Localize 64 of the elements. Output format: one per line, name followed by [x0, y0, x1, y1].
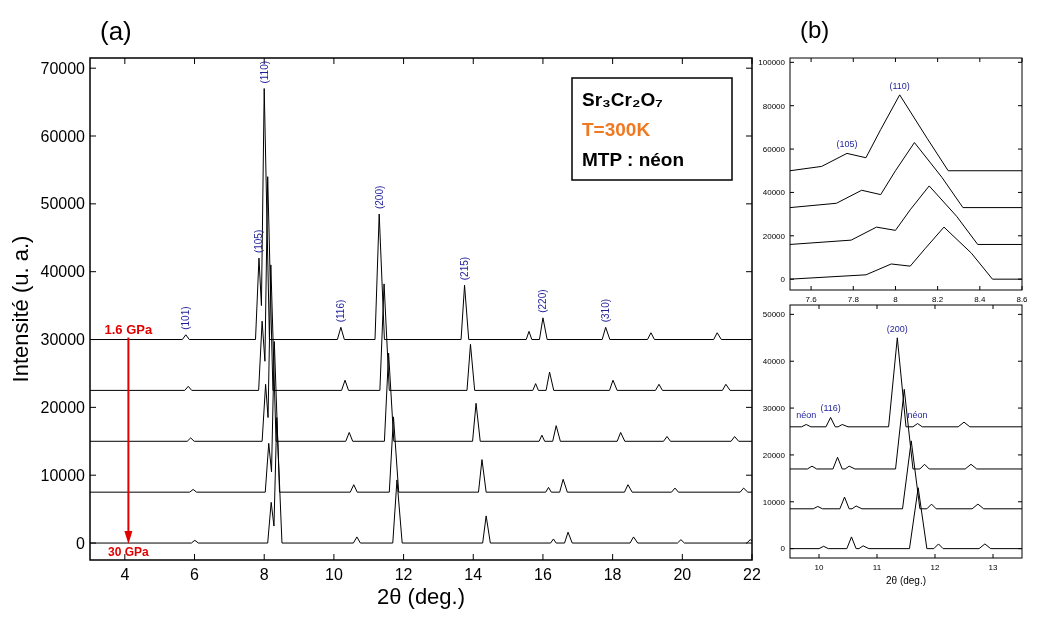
- y-tick-label: 60000: [762, 144, 786, 154]
- annotation: (116): [335, 299, 347, 323]
- y-axis-title: Intensité (u. a.): [8, 235, 33, 383]
- x-axis-title: 2θ (deg.): [885, 575, 927, 586]
- chart-title: (b): [800, 16, 830, 43]
- annotation: 1.6 GPa: [104, 321, 154, 337]
- x-tick-label: 10: [325, 566, 343, 583]
- x-tick-label: 6: [190, 566, 200, 583]
- y-tick-label: 40000: [762, 188, 786, 198]
- x-tick-label: 20: [673, 566, 692, 583]
- y-tick-label: 30000: [762, 403, 786, 413]
- annotation: (215): [459, 256, 471, 281]
- chart-title: (a): [100, 16, 132, 46]
- x-tick-label: 16: [534, 566, 552, 583]
- annotation: (116): [820, 403, 841, 414]
- x-tick-label: 8.4: [974, 295, 986, 304]
- annotation: (200): [886, 323, 908, 334]
- y-tick-label: 20000: [762, 231, 786, 241]
- annotation: (110): [258, 60, 270, 84]
- annotation: (220): [537, 289, 549, 313]
- x-tick-label: 7.8: [847, 295, 860, 304]
- x-tick-label: 12: [930, 563, 940, 572]
- x-tick-label: 8.6: [1016, 295, 1029, 304]
- x-tick-label: 7.6: [805, 295, 818, 304]
- annotation: néon: [796, 410, 817, 421]
- y-tick-label: 0: [780, 544, 786, 554]
- x-tick-label: 10: [814, 563, 824, 572]
- x-tick-label: 22: [743, 566, 761, 583]
- annotation: Sr₃Cr₂O₇: [582, 89, 663, 110]
- x-tick-label: 12: [394, 566, 413, 583]
- annotation: 30 GPa: [108, 545, 150, 560]
- annotation: MTP : néon: [582, 149, 685, 170]
- x-tick-label: 14: [464, 566, 483, 583]
- y-tick-label: 30000: [40, 331, 86, 349]
- y-tick-label: 40000: [40, 263, 86, 281]
- y-tick-label: 20000: [40, 398, 86, 416]
- x-tick-label: 8: [259, 566, 269, 583]
- y-tick-label: 0: [76, 534, 86, 552]
- annotation: néon: [907, 409, 928, 420]
- x-tick-label: 18: [603, 566, 622, 583]
- x-tick-label: 11: [872, 563, 882, 572]
- x-axis-title: 2θ (deg.): [376, 584, 466, 609]
- x-tick-label: 4: [120, 566, 130, 583]
- y-tick-label: 20000: [762, 450, 786, 460]
- x-tick-label: 13: [988, 563, 998, 572]
- y-tick-label: 50000: [762, 310, 786, 320]
- y-tick-label: 60000: [40, 127, 86, 145]
- x-tick-label: 8: [893, 295, 899, 304]
- annotation: (105): [836, 139, 858, 150]
- annotation: T=300K: [582, 119, 651, 140]
- y-tick-label: 0: [780, 274, 786, 284]
- y-tick-label: 10000: [40, 466, 86, 484]
- annotation: (110): [889, 80, 910, 91]
- annotation: (310): [600, 298, 612, 323]
- y-tick-label: 70000: [40, 59, 86, 77]
- y-tick-label: 80000: [762, 101, 786, 111]
- annotation: (101): [180, 306, 192, 330]
- y-tick-label: 50000: [40, 195, 86, 213]
- y-tick-label: 10000: [762, 497, 786, 507]
- annotation: (200): [373, 185, 385, 210]
- y-tick-label: 40000: [762, 357, 786, 367]
- annotation: (105): [253, 229, 265, 254]
- x-tick-label: 8.2: [932, 295, 944, 304]
- y-tick-label: 100000: [758, 58, 786, 68]
